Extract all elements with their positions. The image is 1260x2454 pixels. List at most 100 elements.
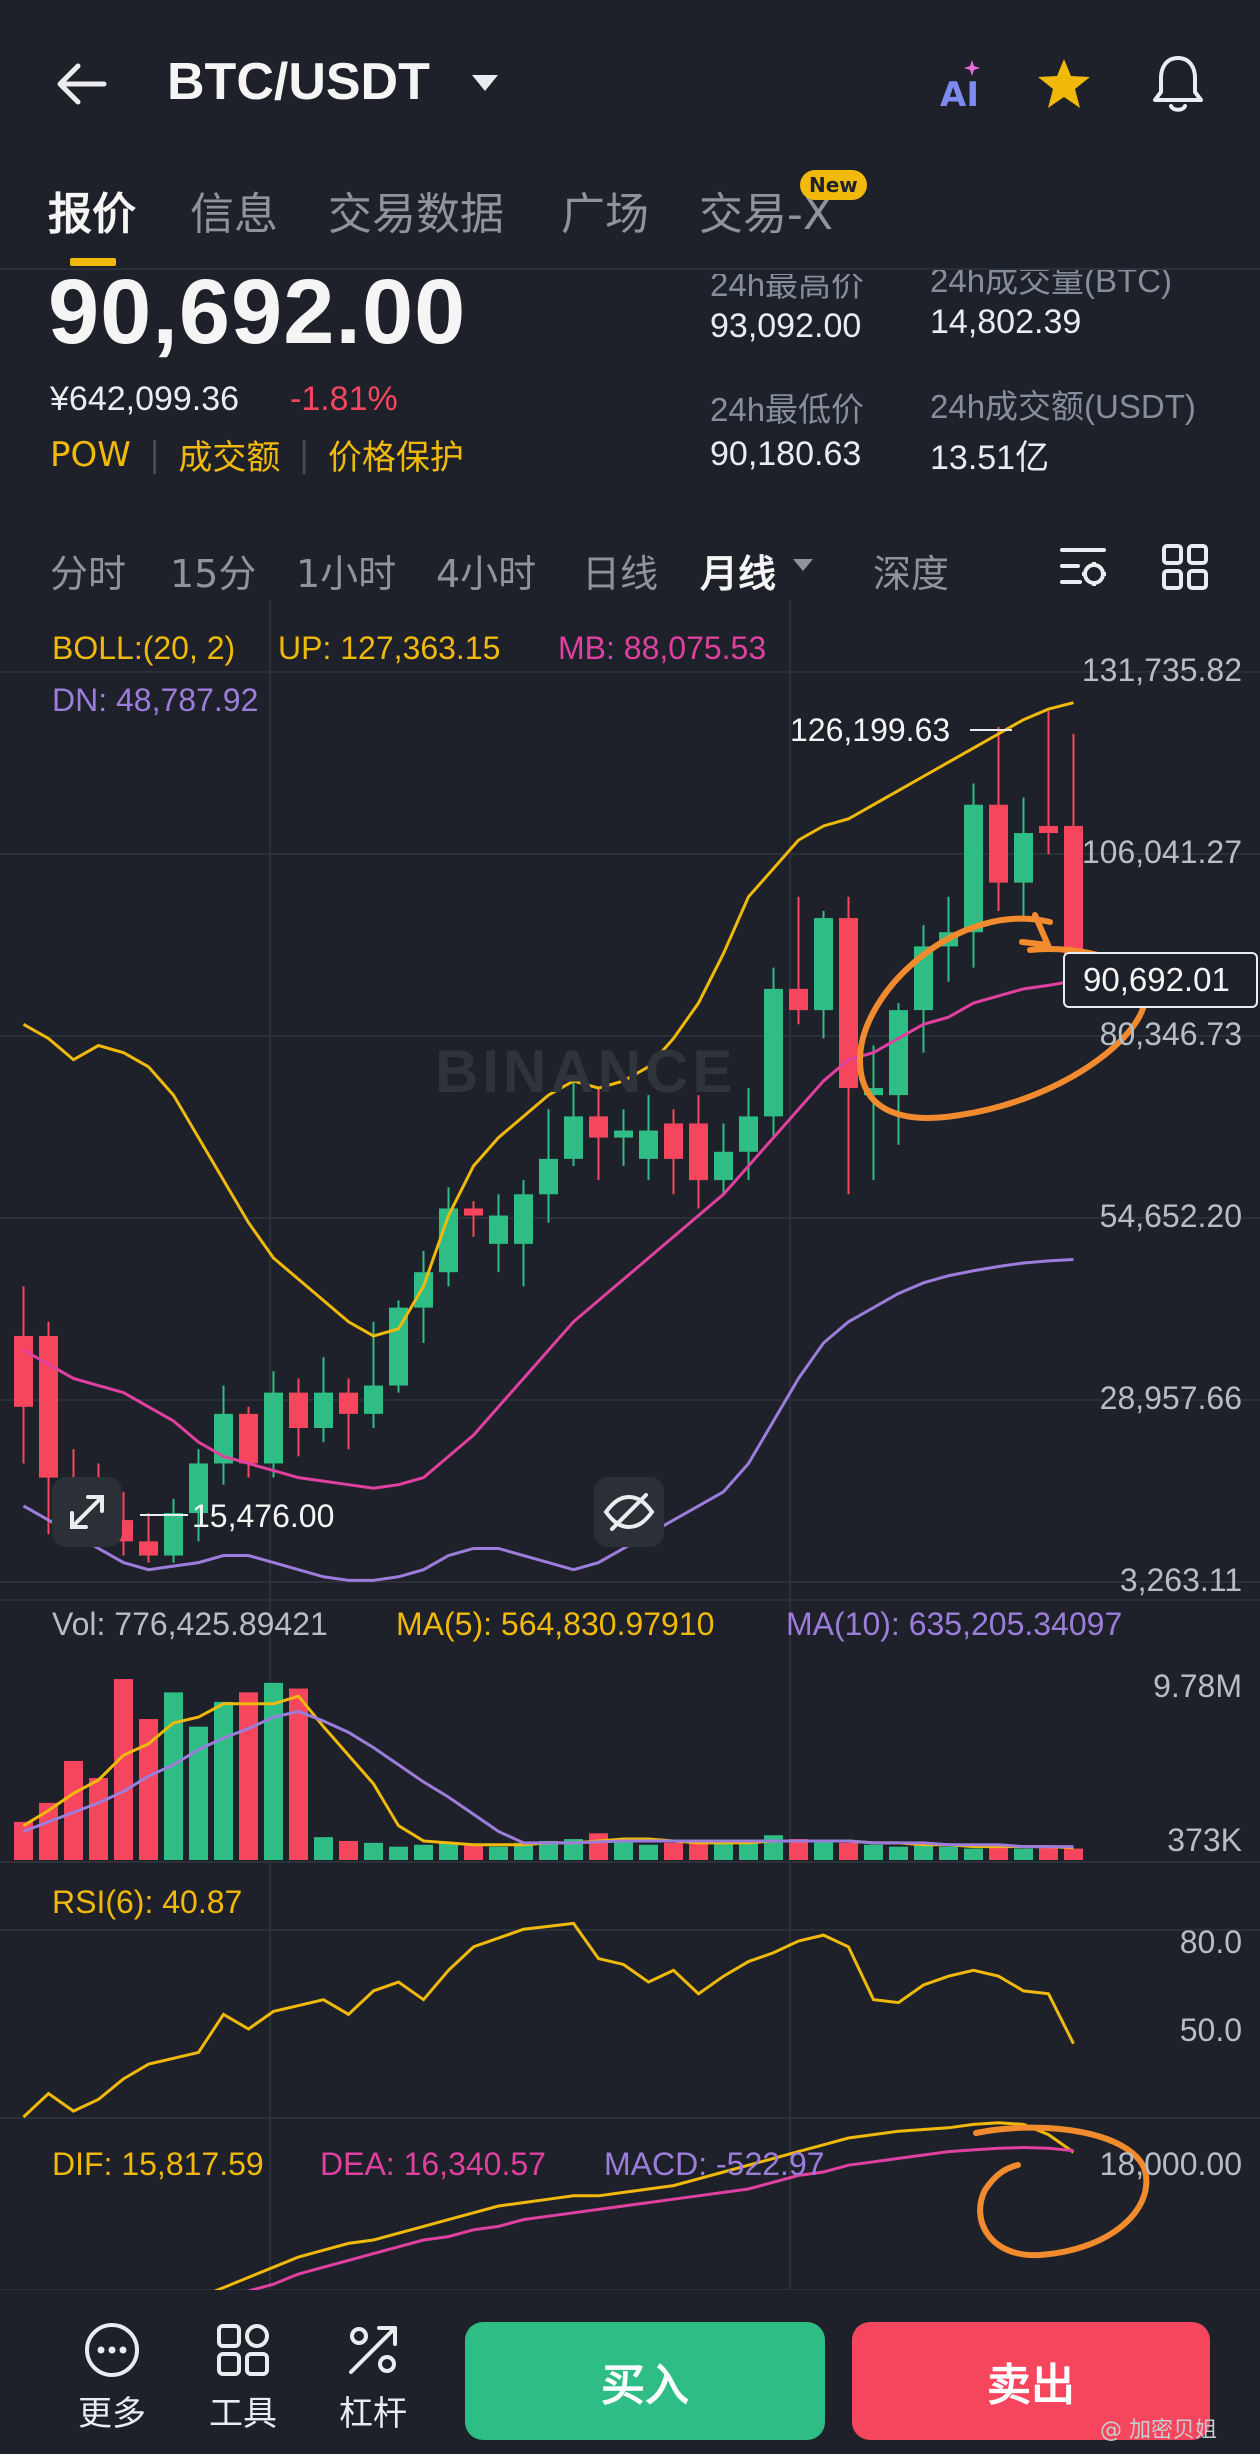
volume-ma5-line	[22, 1694, 1074, 1850]
tools-button[interactable]: 工具	[193, 2320, 293, 2435]
candle-body	[614, 1130, 633, 1138]
candle-body	[814, 918, 833, 1011]
volume-bar	[114, 1679, 133, 1860]
volume-bar	[14, 1821, 33, 1860]
rsi-axis-label: 50.0	[1179, 2012, 1242, 2048]
candle-body	[339, 1392, 358, 1414]
candle-body	[414, 1272, 433, 1308]
star-icon[interactable]	[1035, 56, 1093, 112]
hand-drawn-annotations	[856, 912, 1150, 2259]
volume-bar	[939, 1846, 958, 1860]
interval-4h[interactable]: 4小时	[436, 552, 537, 596]
tab-trade-data[interactable]: 交易数据	[328, 189, 504, 240]
expand-chart-button[interactable]	[52, 1477, 122, 1547]
tag-row: POW | 成交额 | 价格保护	[50, 430, 464, 479]
tag-pow[interactable]: POW	[50, 434, 131, 475]
volume-bar	[614, 1840, 633, 1860]
pair-title[interactable]: BTC/USDT	[167, 53, 430, 111]
caret-down-icon[interactable]	[792, 558, 814, 572]
volume-ma-lines	[22, 1694, 1074, 1850]
volume-bar	[589, 1833, 608, 1860]
volume-bar	[389, 1846, 408, 1860]
candle-body	[464, 1208, 483, 1216]
candle-body	[689, 1123, 708, 1181]
candle-body	[864, 1088, 883, 1096]
candle-body	[989, 804, 1008, 883]
price-axis-label: 3,263.11	[1119, 1562, 1242, 1598]
hide-indicators-button[interactable]	[594, 1477, 664, 1547]
volume-bar	[564, 1839, 583, 1860]
volume-axis-label: 9.78M	[1153, 1668, 1242, 1704]
interval-month[interactable]: 月线	[700, 552, 777, 596]
low-24h-value: 90,180.63	[710, 435, 862, 473]
volume-bar	[914, 1844, 933, 1860]
more-button[interactable]: 更多	[62, 2320, 162, 2435]
new-badge: New	[800, 170, 867, 200]
candle-body	[1064, 825, 1083, 963]
candle-body	[364, 1385, 383, 1414]
annotation-tail	[1019, 912, 1053, 949]
tools-label: 工具	[209, 2394, 277, 2434]
candle-body	[164, 1513, 183, 1556]
volume-btc-label: 24h成交量(BTC)	[930, 262, 1173, 299]
volume-bar	[239, 1692, 258, 1860]
interval-day[interactable]: 日线	[582, 552, 659, 596]
volume-bar	[464, 1844, 483, 1860]
eye-off-icon	[603, 1493, 655, 1531]
back-arrow-icon[interactable]	[52, 58, 112, 110]
volume-bar	[414, 1844, 433, 1860]
rsi-line	[22, 1921, 1075, 2119]
caret-down-icon[interactable]	[470, 72, 500, 94]
volume-bar	[864, 1844, 883, 1860]
active-tab-indicator	[70, 258, 116, 266]
rsi-label: RSI(6): 40.87	[52, 1884, 243, 1920]
ai-icon[interactable]: AI	[938, 56, 988, 112]
chart-settings-icon[interactable]	[1058, 542, 1108, 590]
volume-bar	[264, 1682, 283, 1860]
grid-layout-icon[interactable]	[1160, 542, 1210, 592]
interval-15m[interactable]: 15分	[170, 552, 257, 596]
sell-button[interactable]: 卖出	[852, 2322, 1210, 2440]
credit-watermark: @ 加密贝姐	[1100, 2418, 1217, 2443]
volume-bar	[1039, 1846, 1058, 1860]
volume-ma10-line	[22, 1709, 1074, 1849]
high-marker-label: 126,199.63	[790, 712, 951, 748]
candle-body	[914, 946, 933, 1011]
candle-body	[764, 988, 783, 1117]
volume-bar	[89, 1778, 108, 1860]
interval-depth[interactable]: 深度	[873, 552, 950, 596]
volume-bar	[489, 1846, 508, 1860]
candle-body	[889, 1010, 908, 1096]
boll-up-value: UP: 127,363.15	[278, 630, 501, 666]
volume-bar	[889, 1846, 908, 1860]
candle-body	[514, 1194, 533, 1244]
volume-bar	[439, 1842, 458, 1860]
tag-volume[interactable]: 成交额	[178, 438, 281, 478]
tag-price-protection[interactable]: 价格保护	[327, 438, 464, 478]
tab-square[interactable]: 广场	[561, 189, 649, 240]
current-price-tag[interactable]: 90,692.01	[1063, 952, 1258, 1008]
svg-text:AI: AI	[940, 75, 979, 112]
price-change-percent: -1.81%	[290, 380, 398, 418]
tab-info[interactable]: 信息	[190, 189, 278, 240]
high-24h-label: 24h最高价	[710, 266, 865, 303]
high-24h-value: 93,092.00	[710, 307, 862, 345]
macd-value: MACD: -522.97	[604, 2146, 825, 2182]
leverage-button[interactable]: 杠杆	[323, 2320, 423, 2435]
tab-quote[interactable]: 报价	[48, 189, 136, 240]
bell-icon[interactable]	[1150, 54, 1206, 114]
macd-axis-label: 18,000.00	[1099, 2146, 1242, 2182]
interval-1h[interactable]: 1小时	[296, 552, 397, 596]
more-icon	[85, 2323, 139, 2377]
leverage-icon	[349, 2326, 397, 2374]
interval-time[interactable]: 分时	[50, 552, 127, 596]
candle-body	[439, 1208, 458, 1273]
candle-body	[289, 1392, 308, 1429]
candle-body	[1039, 825, 1058, 834]
candle-body	[739, 1116, 758, 1152]
buy-button[interactable]: 买入	[465, 2322, 825, 2440]
candle-body	[664, 1123, 683, 1159]
candle-body	[639, 1130, 658, 1159]
volume-bar	[164, 1692, 183, 1860]
